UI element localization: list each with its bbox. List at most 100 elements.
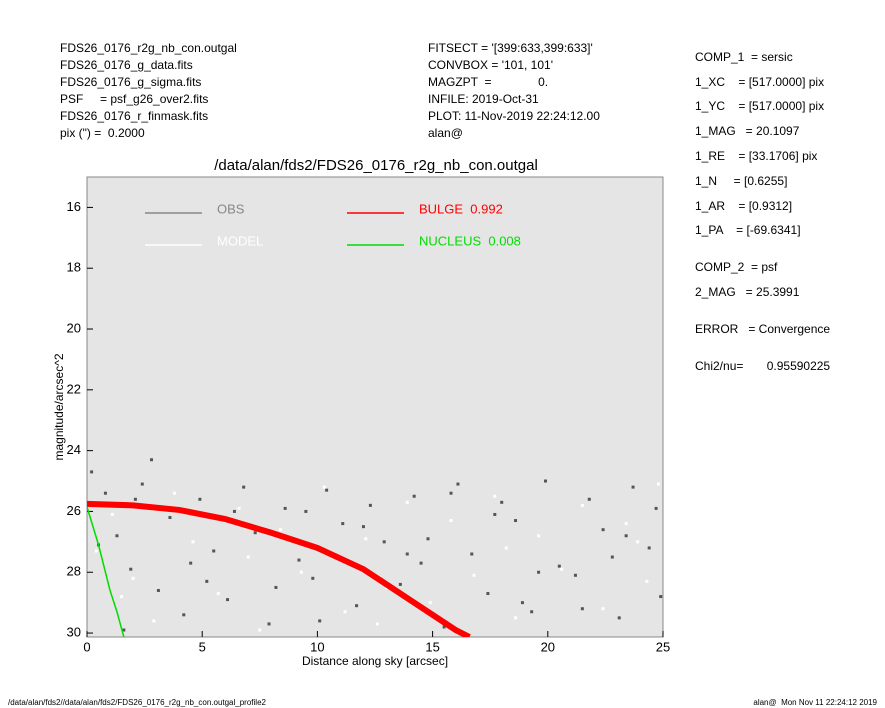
y-tick-label: 20 <box>67 320 81 335</box>
data-point <box>560 567 564 571</box>
data-point <box>131 576 135 580</box>
data-point <box>150 458 154 462</box>
data-point <box>189 561 193 565</box>
data-point <box>246 555 250 559</box>
legend-label: OBS <box>217 201 245 216</box>
data-point <box>283 506 287 510</box>
data-point <box>258 628 262 632</box>
data-point <box>133 497 137 501</box>
data-point <box>610 555 614 559</box>
data-point <box>412 494 416 498</box>
data-point <box>470 552 474 556</box>
footer-right: alan@ Mon Nov 11 22:24:12 2019 <box>753 698 877 707</box>
data-point <box>493 512 497 516</box>
header-left: PSF = psf_g26_over2.fits <box>60 92 208 106</box>
x-axis-label: Distance along sky [arcsec] <box>302 654 448 668</box>
data-point <box>659 595 663 599</box>
data-point <box>537 534 541 538</box>
y-tick-label: 24 <box>67 442 81 457</box>
x-tick-label: 25 <box>656 639 670 654</box>
data-point <box>580 607 584 611</box>
data-point <box>656 482 660 486</box>
x-tick-label: 10 <box>310 639 324 654</box>
footer-left: /data/alan/fds2//data/alan/fds2/FDS26_01… <box>8 698 267 707</box>
data-point <box>212 549 216 553</box>
data-point <box>587 497 591 501</box>
data-point <box>654 506 658 510</box>
header-right: COMP_2 = psf <box>695 260 778 274</box>
data-point <box>530 610 534 614</box>
data-point <box>311 576 315 580</box>
data-point <box>274 585 278 589</box>
header-right: 2_MAG = 25.3991 <box>695 285 800 299</box>
legend-label: BULGE 0.992 <box>419 201 503 216</box>
y-tick-label: 30 <box>67 624 81 639</box>
data-point <box>428 601 432 605</box>
data-point <box>341 522 345 526</box>
header-right: 1_YC = [517.0000] pix <box>695 99 824 113</box>
legend-label: MODEL <box>217 233 263 248</box>
data-point <box>419 561 423 565</box>
data-point <box>514 519 518 523</box>
data-point <box>253 531 257 535</box>
legend-label: NUCLEUS 0.008 <box>419 233 521 248</box>
y-tick-label: 18 <box>67 260 81 275</box>
data-point <box>205 579 209 583</box>
data-point <box>573 573 577 577</box>
data-point <box>364 537 368 541</box>
x-tick-label: 20 <box>541 639 555 654</box>
data-point <box>580 503 584 507</box>
data-point <box>355 604 359 608</box>
data-point <box>168 516 172 520</box>
header-right: ERROR = Convergence <box>695 322 830 336</box>
y-tick-label: 16 <box>67 199 81 214</box>
data-point <box>304 509 308 513</box>
data-point <box>557 564 561 568</box>
data-point <box>398 582 402 586</box>
data-point <box>103 491 107 495</box>
data-point <box>173 491 177 495</box>
y-tick-label: 26 <box>67 503 81 518</box>
data-point <box>472 573 476 577</box>
data-point <box>601 528 605 532</box>
header-left: FDS26_0176_g_data.fits <box>60 58 193 72</box>
header-left: pix (") = 0.2000 <box>60 126 145 140</box>
x-tick-label: 15 <box>425 639 439 654</box>
data-point <box>90 470 94 474</box>
data-point <box>299 570 303 574</box>
y-tick-label: 22 <box>67 381 81 396</box>
data-point <box>405 552 409 556</box>
data-point <box>226 598 230 602</box>
data-point <box>647 546 651 550</box>
data-point <box>624 522 628 526</box>
data-point <box>191 540 195 544</box>
data-point <box>617 616 621 620</box>
data-point <box>504 546 508 550</box>
data-point <box>624 534 628 538</box>
header-right: Chi2/nu= 0.95590225 <box>695 359 830 373</box>
data-point <box>122 628 126 632</box>
data-point <box>631 485 635 489</box>
data-point <box>94 549 98 553</box>
data-point <box>361 525 365 529</box>
data-point <box>456 482 460 486</box>
data-point <box>115 534 119 538</box>
data-point <box>198 497 202 501</box>
header-middle: alan@ <box>428 126 463 140</box>
data-point <box>493 494 497 498</box>
y-tick-label: 28 <box>67 564 81 579</box>
header-right: COMP_1 = sersic <box>695 50 793 64</box>
x-tick-label: 0 <box>83 639 90 654</box>
data-point <box>279 528 283 532</box>
data-point <box>322 485 326 489</box>
data-point <box>449 491 453 495</box>
header-right: 1_RE = [33.1706] pix <box>695 149 817 163</box>
plot-area <box>86 176 664 638</box>
data-point <box>537 570 541 574</box>
data-point <box>514 616 518 620</box>
data-point <box>156 588 160 592</box>
data-point <box>152 619 156 623</box>
data-point <box>182 613 186 617</box>
